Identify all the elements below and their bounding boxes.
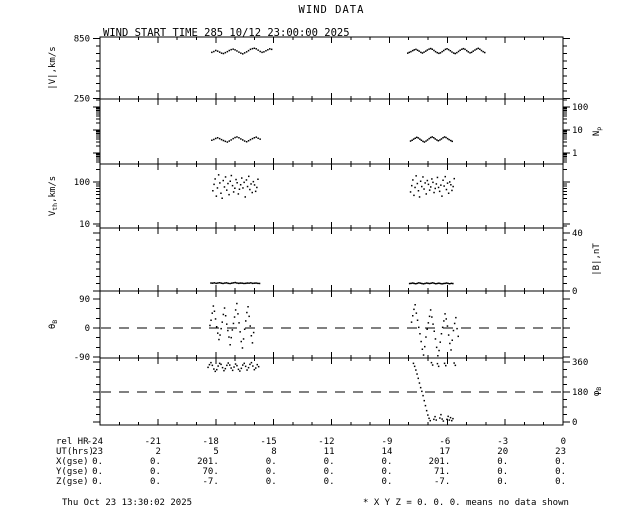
svg-text:10: 10 [79,220,90,230]
svg-text:0.: 0. [92,467,103,477]
svg-text:0.: 0. [382,477,393,487]
table-row-Xgse: X(gse) 0. 0. 201. 0. 0. 0. 201. 0. 0. [56,457,566,467]
svg-text:0.: 0. [150,477,161,487]
svg-text:0.: 0. [555,467,566,477]
svg-text:850: 850 [74,35,90,45]
svg-text:5: 5 [213,447,218,457]
svg-text:71.: 71. [434,467,450,477]
axis-title-phi-b: φB [592,387,603,396]
svg-text:0.: 0. [150,457,161,467]
svg-text:90: 90 [79,295,90,305]
svg-text:180: 180 [572,388,588,398]
svg-text:-3: -3 [497,437,508,447]
svg-text:0.: 0. [150,467,161,477]
svg-text:Y(gse): Y(gse) [56,467,89,477]
svg-text:23: 23 [555,447,566,457]
table-row-relHR: rel HR-24 -21 -18 -15 -12 -9 -6 -3 0 [56,437,566,447]
panel-phi-b: 360 180 0 φB [93,358,603,428]
svg-text:Z(gse): Z(gse) [56,477,89,487]
svg-text:23: 23 [92,447,103,457]
svg-text:-12: -12 [318,437,334,447]
svg-text:10: 10 [572,126,583,136]
svg-text:0.: 0. [92,477,103,487]
svg-text:0.: 0. [266,467,277,477]
svg-text:0.: 0. [382,467,393,477]
svg-text:-15: -15 [260,437,276,447]
svg-text:-21: -21 [145,437,161,447]
svg-text:0.: 0. [92,457,103,467]
panel-proton-density: 100 10 1 Np [93,99,603,164]
svg-text:201.: 201. [429,457,451,467]
svg-text:14: 14 [382,447,393,457]
svg-text:X(gse): X(gse) [56,457,89,467]
svg-text:-7.: -7. [434,477,450,487]
panel-field-magnitude: 40 0 |B|,nT [93,228,602,297]
svg-text:20: 20 [497,447,508,457]
axis-title-theta-b: θB [48,320,59,329]
axis-title-bulk-speed: |V|,km/s [48,46,58,89]
chart-subtitle: WIND START TIME 285 10/12 23:00:00 2025 [103,27,350,39]
panel-bulk-speed: 850 250 |V|,km/s [48,35,570,105]
svg-text:250: 250 [74,95,90,105]
svg-text:-90: -90 [74,353,90,363]
panel-theta-b: 90 0 -90 θB [48,291,570,363]
svg-text:-24: -24 [87,437,103,447]
svg-text:201.: 201. [197,457,219,467]
svg-text:0.: 0. [382,457,393,467]
page-title: WIND DATA [298,4,365,16]
svg-text:-6: -6 [439,437,450,447]
svg-text:0.: 0. [266,457,277,467]
svg-text:0: 0 [572,287,577,297]
axis-title-thermal-speed: Vth,km/s [48,176,59,216]
svg-text:-9: -9 [382,437,393,447]
svg-text:2: 2 [155,447,160,457]
svg-text:-18: -18 [202,437,218,447]
svg-text:70.: 70. [202,467,218,477]
svg-text:360: 360 [572,358,588,368]
svg-text:0.: 0. [324,467,335,477]
svg-text:1: 1 [572,149,577,159]
table-row-Zgse: Z(gse) 0. 0. -7. 0. 0. 0. -7. 0. 0. [56,477,566,487]
ephemeris-table: rel HR-24 -21 -18 -15 -12 -9 -6 -3 0UT(hrs)23 2 5 8… [56,437,566,487]
svg-text:0.: 0. [266,477,277,487]
svg-text:100: 100 [572,103,588,113]
svg-text:0.: 0. [497,477,508,487]
svg-text:0: 0 [85,324,90,334]
svg-text:0.: 0. [324,477,335,487]
svg-text:0.: 0. [555,477,566,487]
svg-text:0.: 0. [497,467,508,477]
panel-thermal-speed: 100 10 Vth,km/s [48,164,570,230]
svg-text:0.: 0. [497,457,508,467]
svg-text:-7.: -7. [202,477,218,487]
svg-text:0: 0 [561,437,566,447]
svg-text:17: 17 [439,447,450,457]
table-row-UThrs: UT(hrs)23 2 5 8 11 14 17 20 23 [56,447,566,457]
svg-text:UT(hrs): UT(hrs) [56,447,94,457]
plot-timestamp: Thu Oct 23 13:30:02 2025 [62,498,193,508]
svg-text:100: 100 [74,178,90,188]
table-row-Ygse: Y(gse) 0. 0. 70. 0. 0. 0. 71. 0. 0. [56,467,566,477]
axis-title-field-magnitude: |B|,nT [592,243,602,276]
svg-text:40: 40 [572,229,583,239]
axis-title-proton-density: Np [592,127,603,136]
svg-text:0.: 0. [555,457,566,467]
svg-text:0.: 0. [324,457,335,467]
svg-text:rel HR: rel HR [56,437,89,447]
no-data-note: * X Y Z = 0. 0. 0. means no data shown [363,498,569,508]
svg-text:11: 11 [324,447,335,457]
svg-text:0: 0 [572,418,577,428]
svg-text:8: 8 [271,447,276,457]
